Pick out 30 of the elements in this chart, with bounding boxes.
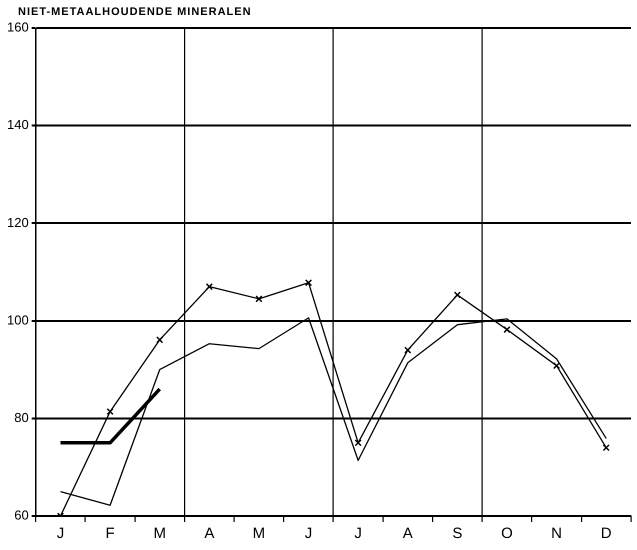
point [106, 408, 114, 416]
point [602, 444, 610, 452]
x-tick-label: J [56, 525, 64, 542]
x-tick-label: J [304, 525, 312, 542]
point [156, 336, 164, 344]
x-tick-label: N [551, 525, 562, 542]
x-tick-label: A [204, 525, 214, 542]
point [206, 283, 213, 290]
x-tick-label: O [501, 525, 513, 542]
x-tick-label: F [106, 525, 115, 542]
point [354, 439, 362, 446]
x-tick-label: M [252, 525, 266, 542]
x-tick-label: M [153, 525, 166, 542]
y-tick-label: 120 [6, 214, 29, 230]
y-tick-label: 80 [14, 410, 29, 425]
x-tick-label: D [600, 525, 612, 542]
point [255, 295, 263, 302]
point [553, 362, 560, 370]
y-tick-label: 60 [14, 508, 29, 523]
point [454, 291, 461, 299]
point [404, 346, 412, 354]
point [304, 279, 312, 286]
x-tick-label: A [402, 525, 413, 542]
chart-title: NIET-METAALHOUDENDE MINERALEN [18, 6, 252, 18]
y-tick-label: 100 [6, 312, 29, 328]
y-tick-label: 160 [6, 20, 29, 35]
x-tick-label: S [452, 525, 462, 542]
point [503, 326, 511, 334]
y-tick-label: 140 [6, 117, 29, 132]
x-tick-label: J [354, 525, 362, 542]
